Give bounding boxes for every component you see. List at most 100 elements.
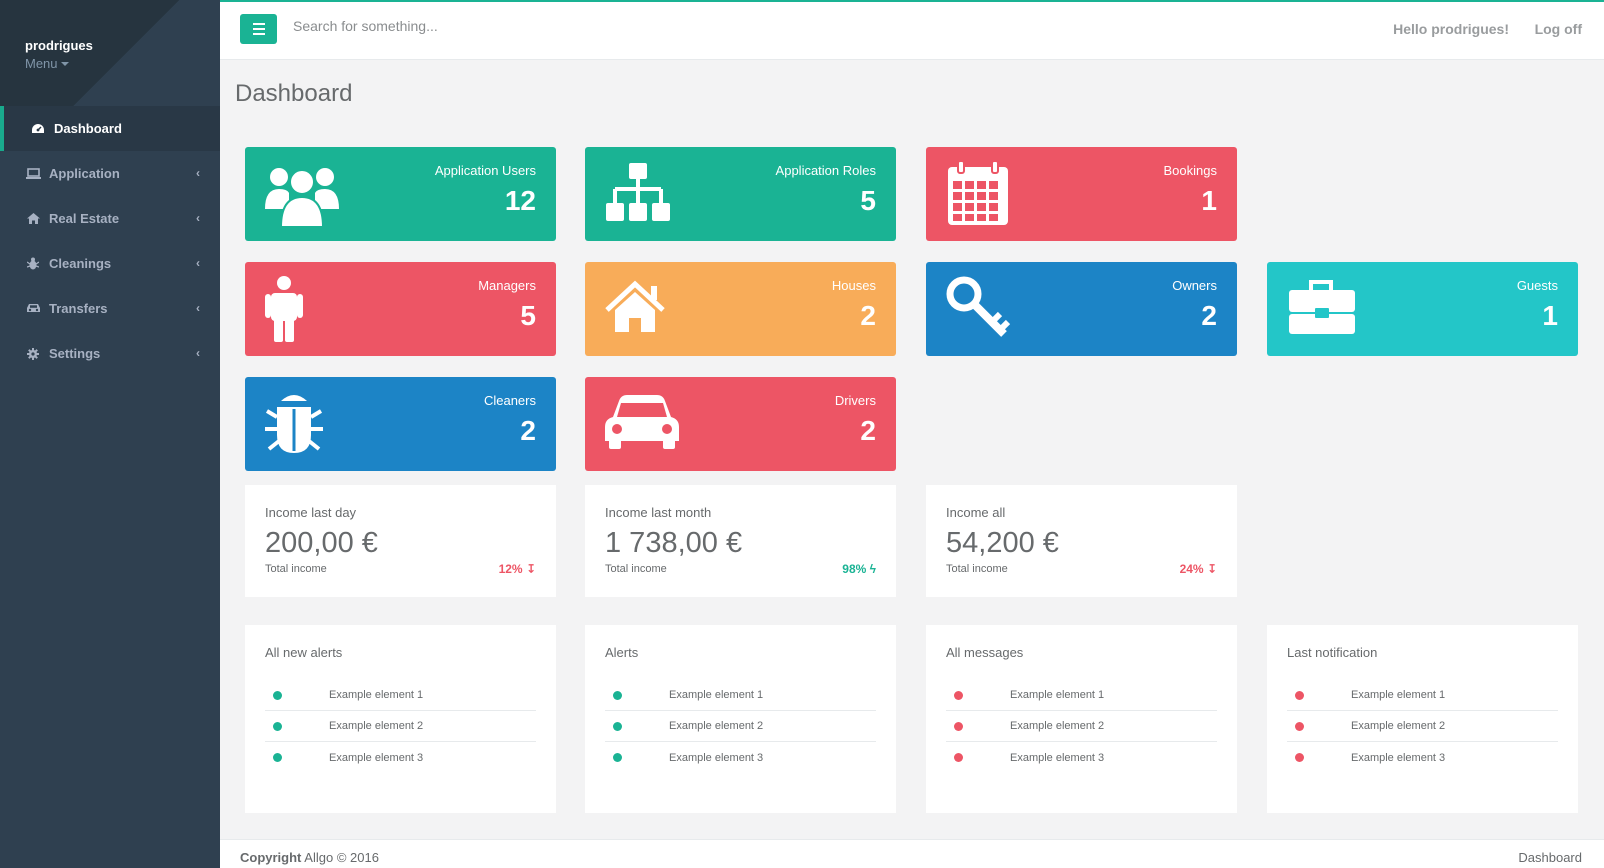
income-title: Income all	[946, 505, 1006, 520]
widget-application-roles[interactable]: Application Roles 5	[585, 147, 896, 241]
widget-label: Houses	[831, 278, 876, 293]
list-item-label: Example element 3	[1351, 751, 1446, 764]
hamburger-icon	[252, 23, 265, 25]
status-dot-icon	[273, 690, 282, 700]
sidebar-item-label: Real Estate	[49, 211, 120, 226]
sidebar-item-transfers[interactable]: Transfers ‹	[0, 286, 220, 331]
income-subtitle: Total income	[946, 563, 1008, 575]
list-item[interactable]: Example element 1	[1287, 680, 1558, 711]
widget-bookings[interactable]: Bookings 1	[926, 147, 1237, 241]
chevron-left-icon: ‹	[196, 301, 200, 315]
list-item[interactable]: Example element 2	[1287, 711, 1558, 742]
sidebar: prodrigues Menu Dashboard Application ‹ …	[0, 0, 220, 868]
list-item[interactable]: Example element 3	[1287, 742, 1558, 773]
status-dot-icon	[613, 753, 622, 762]
logoff-link[interactable]: Log off	[1534, 21, 1582, 37]
level-down-icon: ↧	[1206, 562, 1217, 576]
widget-owners[interactable]: Owners 2	[926, 262, 1237, 356]
calendar-icon	[948, 161, 1008, 225]
level-down-icon: ↧	[525, 562, 536, 576]
widget-guests[interactable]: Guests 1	[1267, 262, 1578, 356]
sidebar-item-settings[interactable]: Settings ‹	[0, 331, 220, 376]
profile-menu-toggle[interactable]: Menu	[25, 56, 69, 71]
all-new-alerts-panel: All new alerts Example element 1 Example…	[245, 625, 556, 813]
alerts-list: Example element 1 Example element 2 Exam…	[605, 680, 876, 773]
income-all-panel: Income all 54,200 € Total income 24% ↧	[926, 485, 1237, 597]
sidebar-item-label: Transfers	[49, 301, 108, 316]
widget-label: Owners	[1172, 278, 1217, 293]
widget-application-users[interactable]: Application Users 12	[245, 147, 556, 241]
list-item[interactable]: Example element 2	[265, 711, 536, 742]
list-item[interactable]: Example element 2	[946, 711, 1217, 742]
widget-label: Application Roles	[775, 163, 876, 178]
income-percent-value: 12%	[498, 562, 523, 576]
alerts-panel: Alerts Example element 1 Example element…	[585, 625, 896, 813]
all-messages-panel: All messages Example element 1 Example e…	[926, 625, 1237, 813]
list-item[interactable]: Example element 2	[605, 711, 876, 742]
widget-value: 2	[520, 415, 536, 446]
alerts-list: Example element 1 Example element 2 Exam…	[265, 680, 536, 773]
widget-value: 5	[860, 185, 876, 216]
sidebar-item-label: Settings	[49, 346, 101, 361]
income-title: Income last month	[605, 505, 712, 520]
bolt-icon: ϟ	[869, 562, 876, 576]
status-dot-icon	[1295, 721, 1304, 731]
house-icon	[605, 280, 665, 332]
widget-label: Managers	[478, 278, 536, 293]
status-dot-icon	[273, 753, 282, 762]
widget-label: Application Users	[434, 163, 536, 178]
income-value: 1 738,00 €	[605, 527, 743, 559]
copyright-text: Allgo © 2016	[304, 850, 379, 865]
list-item[interactable]: Example element 3	[946, 742, 1217, 773]
search-input[interactable]	[293, 18, 693, 34]
sidebar-item-label: Application	[49, 166, 120, 181]
profile-header: prodrigues Menu	[0, 0, 220, 106]
widget-cleaners[interactable]: Cleaners 2	[245, 377, 556, 471]
status-dot-icon	[613, 721, 622, 731]
male-icon	[265, 276, 303, 342]
income-value: 54,200 €	[946, 527, 1059, 559]
footer: Copyright Allgo © 2016 Dashboard	[220, 839, 1604, 868]
widget-managers[interactable]: Managers 5	[245, 262, 556, 356]
panel-title: Last notification	[1287, 645, 1378, 660]
top-navbar: Hello prodrigues! Log off	[220, 2, 1604, 60]
income-subtitle: Total income	[265, 563, 327, 575]
car-icon	[25, 302, 41, 316]
widget-drivers[interactable]: Drivers 2	[585, 377, 896, 471]
copyright-label: Copyright	[240, 850, 302, 865]
list-item[interactable]: Example element 1	[605, 680, 876, 711]
status-dot-icon	[954, 721, 963, 731]
sidebar-item-application[interactable]: Application ‹	[0, 151, 220, 196]
status-dot-icon	[954, 753, 963, 762]
income-percent-value: 98%	[842, 562, 867, 576]
list-item[interactable]: Example element 3	[265, 742, 536, 773]
last-notification-panel: Last notification Example element 1 Exam…	[1267, 625, 1578, 813]
sidebar-item-dashboard[interactable]: Dashboard	[0, 106, 220, 151]
list-item-label: Example element 1	[329, 689, 424, 701]
panel-title: All new alerts	[265, 645, 343, 660]
copyright: Copyright Allgo © 2016	[240, 850, 379, 865]
key-icon	[946, 276, 1011, 337]
list-item-label: Example element 3	[669, 751, 764, 764]
sidebar-item-cleanings[interactable]: Cleanings ‹	[0, 241, 220, 286]
notifications-list: Example element 1 Example element 2 Exam…	[1287, 680, 1558, 773]
bug-icon	[265, 395, 323, 453]
widget-value: 1	[1201, 185, 1217, 216]
home-icon	[25, 212, 41, 226]
widget-label: Drivers	[834, 393, 876, 408]
widget-houses[interactable]: Houses 2	[585, 262, 896, 356]
list-item-label: Example element 1	[1351, 689, 1446, 701]
widget-label: Guests	[1516, 278, 1558, 293]
welcome-message: Hello prodrigues!	[1393, 21, 1509, 37]
chevron-left-icon: ‹	[196, 211, 200, 225]
sidebar-item-real-estate[interactable]: Real Estate ‹	[0, 196, 220, 241]
list-item-label: Example element 3	[329, 751, 424, 764]
status-dot-icon	[1295, 753, 1304, 762]
list-item[interactable]: Example element 3	[605, 742, 876, 773]
messages-list: Example element 1 Example element 2 Exam…	[946, 680, 1217, 773]
list-item[interactable]: Example element 1	[946, 680, 1217, 711]
widget-label: Bookings	[1163, 163, 1217, 178]
list-item[interactable]: Example element 1	[265, 680, 536, 711]
income-subtitle: Total income	[605, 563, 667, 575]
menu-toggle-button[interactable]	[240, 14, 277, 44]
